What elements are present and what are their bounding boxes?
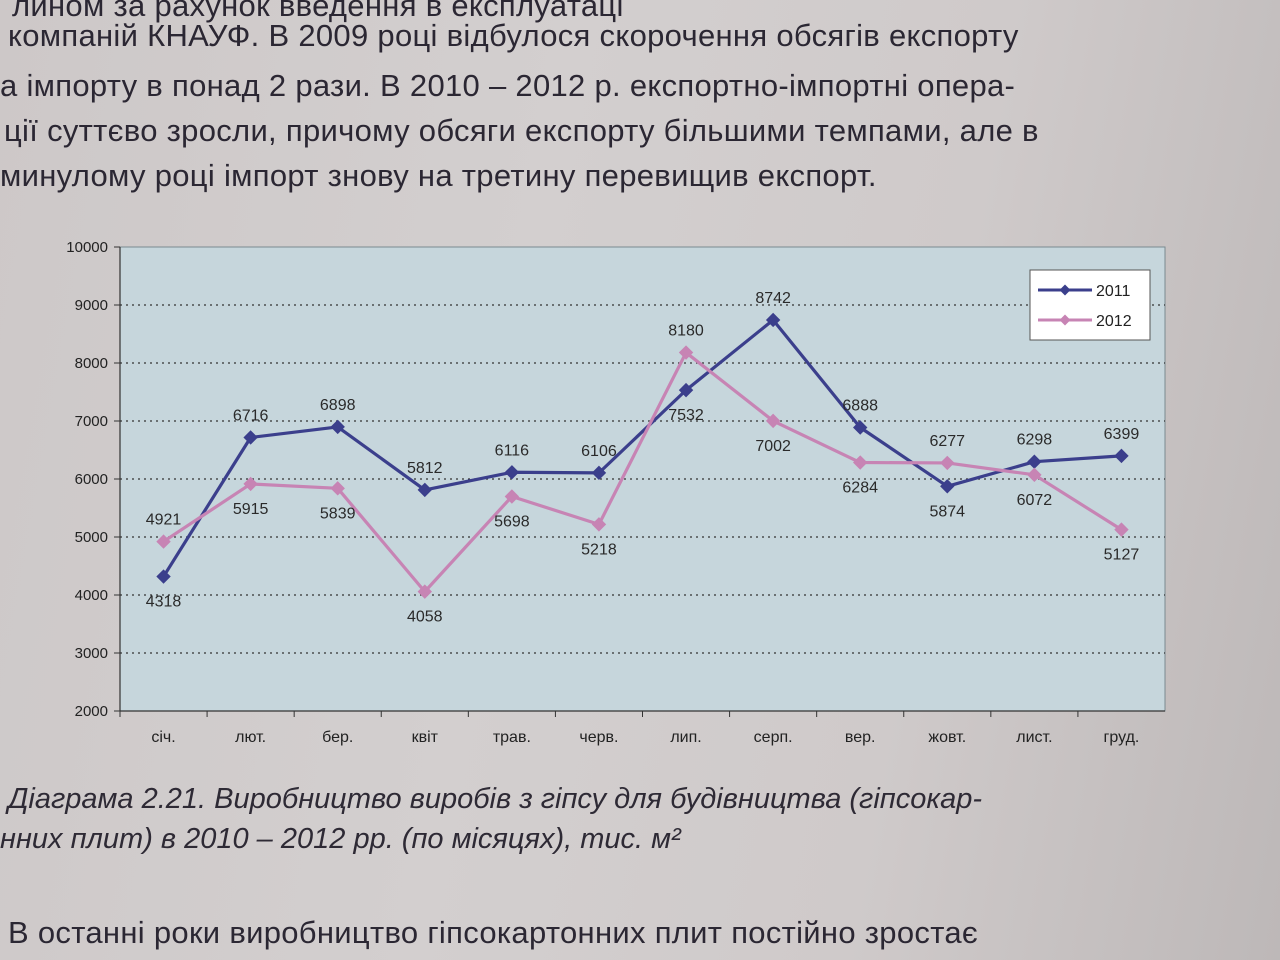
series-line-2011	[162, 318, 1122, 578]
data-point-2011	[417, 482, 432, 498]
x-tick-label: лип.	[670, 729, 701, 746]
legend-marker-2012	[1059, 314, 1071, 326]
series-line-2012	[162, 350, 1123, 594]
data-label-2012: 5218	[581, 541, 617, 558]
data-point-2011	[330, 419, 345, 435]
data-label-2012: 5127	[1104, 547, 1140, 564]
legend-label-2011: 2011	[1096, 283, 1131, 300]
data-label-2011: 5812	[407, 460, 443, 477]
y-tick-label: 6000	[75, 471, 108, 488]
data-label-2011: 6898	[320, 397, 356, 414]
figure-caption: Діаграма 2.21. Виробництво виробів з гіп…	[8, 783, 982, 815]
legend-label-2012: 2012	[1096, 313, 1132, 330]
line-chart: 2000 3000 4000 5000 6000 7000 8000 9000 10000 січ…	[66, 239, 1166, 746]
data-label-2011: 6716	[233, 407, 269, 424]
paragraph-line: минулому році імпорт знову на третину пе…	[0, 158, 877, 193]
data-point-2012	[504, 489, 520, 504]
data-label-2012: 6277	[929, 433, 965, 450]
x-tick-label: квіт	[412, 729, 439, 746]
legend-marker-2011	[1059, 284, 1071, 296]
data-point-2012	[765, 413, 781, 429]
paragraph-line: компаній КНАУФ. В 2009 році відбулося ск…	[8, 18, 1019, 53]
paragraph-line: лином за рахунок введення в експлуатаці	[12, 0, 624, 23]
data-label-2012: 5839	[320, 505, 356, 522]
data-label-2011: 6106	[581, 443, 617, 460]
data-label-2011: 6116	[495, 442, 530, 459]
data-point-2011	[1114, 448, 1129, 464]
data-label-2012: 4058	[407, 609, 443, 626]
x-tick-label: січ.	[151, 729, 175, 746]
x-tick-label: трав.	[493, 729, 531, 746]
data-point-2011	[243, 430, 258, 445]
data-label-2012: 5698	[494, 514, 530, 531]
y-tick-label: 10000	[66, 239, 108, 256]
data-label-2012: 6072	[1017, 492, 1053, 509]
x-tick-label: серп.	[754, 729, 793, 746]
data-point-2011	[504, 465, 520, 480]
data-label-2011: 6888	[842, 397, 878, 414]
data-point-2011	[940, 479, 955, 494]
data-point-2011	[765, 312, 781, 328]
data-label-2011: 5874	[929, 503, 965, 520]
data-point-2012	[591, 517, 607, 532]
paragraph-line: ції суттєво зросли, причому обсяги експо…	[4, 113, 1039, 148]
data-point-2012	[678, 345, 694, 360]
data-label-2012: 4921	[146, 512, 182, 529]
data-point-2012	[853, 455, 868, 470]
data-point-2012	[156, 534, 171, 549]
data-point-2011	[156, 569, 171, 584]
data-label-2011: 6298	[1017, 432, 1053, 449]
data-label-2012: 5915	[233, 501, 269, 518]
data-label-2012: 7002	[755, 438, 791, 455]
y-tick-label: 7000	[75, 413, 108, 430]
data-point-2012	[1114, 522, 1129, 537]
y-tick-label: 4000	[75, 587, 108, 604]
x-tick-label: жовт.	[928, 729, 966, 746]
paragraph-line: а імпорту в понад 2 рази. В 2010 – 2012 …	[0, 68, 1016, 103]
figure-caption: нних плит) в 2010 – 2012 рр. (по місяцях…	[0, 823, 681, 855]
x-tick-label: груд.	[1104, 729, 1140, 746]
data-point-2011	[591, 465, 607, 481]
x-tick-label: лист.	[1016, 729, 1052, 746]
legend-box	[1029, 269, 1151, 341]
y-tick-label: 3000	[75, 645, 108, 662]
x-tick-label: лют.	[235, 729, 266, 746]
data-point-2012	[1027, 467, 1042, 483]
y-tick-label: 2000	[75, 703, 108, 720]
y-tick-label: 5000	[75, 529, 108, 546]
data-label-2011: 4318	[146, 594, 182, 611]
x-tick-label: вер.	[845, 729, 876, 746]
paragraph-line: В останні роки виробництво гіпсокартонни…	[8, 915, 978, 950]
data-point-2012	[330, 481, 345, 496]
data-label-2011: 8742	[755, 290, 791, 307]
data-point-2012	[417, 584, 432, 599]
data-point-2011	[853, 420, 868, 435]
data-point-2012	[243, 476, 258, 492]
data-point-2012	[940, 455, 955, 471]
y-tick-label: 9000	[75, 297, 108, 314]
y-tick-label: 8000	[75, 355, 108, 372]
data-label-2011: 6399	[1104, 426, 1140, 443]
data-point-2011	[678, 382, 694, 398]
data-label-2011: 7532	[668, 407, 704, 424]
x-tick-label: бер.	[322, 729, 353, 746]
x-tick-label: черв.	[579, 729, 618, 746]
data-label-2012: 6284	[842, 480, 878, 497]
data-label-2012: 8180	[668, 323, 704, 340]
